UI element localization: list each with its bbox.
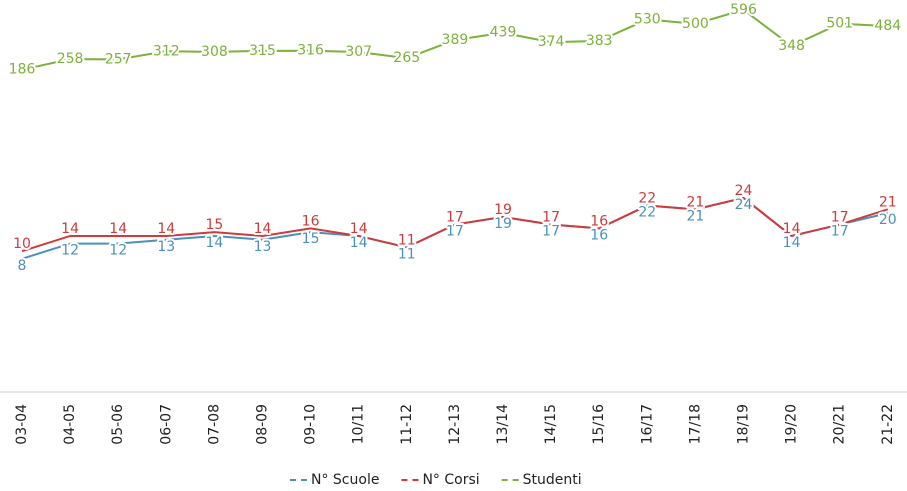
x-tick-label: 09-10 — [303, 404, 319, 445]
data-label: 11 — [398, 232, 416, 248]
data-label: 13 — [254, 239, 272, 255]
legend-label: N° Scuole — [311, 472, 379, 488]
data-label: 14 — [205, 235, 223, 251]
data-label: 14 — [109, 221, 127, 237]
x-tick-label: 17/18 — [687, 404, 703, 444]
x-tick-label: 05-06 — [110, 404, 126, 445]
data-label: 21 — [686, 208, 704, 224]
data-label: 14 — [254, 221, 272, 237]
data-label: 17 — [831, 210, 849, 226]
data-label: 315 — [249, 43, 276, 59]
x-tick-label: 16/17 — [639, 404, 655, 444]
data-label: 316 — [297, 43, 324, 59]
data-label: 374 — [538, 34, 565, 50]
data-label: 13 — [157, 239, 175, 255]
data-label: 312 — [153, 43, 180, 59]
x-tick-label: 14/15 — [543, 404, 559, 444]
x-tick-label: 13/14 — [495, 404, 511, 444]
data-label: 383 — [586, 33, 613, 49]
data-label: 596 — [730, 2, 757, 18]
data-label: 14 — [350, 235, 368, 251]
data-label: 24 — [735, 183, 753, 199]
data-label: 17 — [446, 210, 464, 226]
legend-label: Studenti — [523, 472, 582, 488]
data-label: 21 — [879, 194, 897, 210]
data-label: 307 — [345, 44, 372, 60]
data-label: 500 — [682, 16, 709, 32]
data-label: 20 — [879, 212, 897, 228]
data-label: 17 — [446, 224, 464, 240]
x-tick-label: 08-09 — [255, 404, 271, 445]
data-label: 16 — [590, 213, 608, 229]
data-label: 17 — [542, 224, 560, 240]
data-label: 14 — [350, 221, 368, 237]
x-tick-label: 20/21 — [832, 404, 848, 444]
data-label: 257 — [105, 51, 132, 67]
x-tick-label: 19/20 — [784, 404, 800, 444]
data-label: 17 — [542, 210, 560, 226]
data-label: 21 — [686, 194, 704, 210]
data-label: 439 — [490, 25, 517, 41]
data-label: 15 — [302, 231, 320, 247]
data-label: 17 — [831, 224, 849, 240]
data-label: 12 — [109, 243, 127, 259]
series-line — [21, 8, 888, 71]
data-label: 12 — [61, 243, 79, 259]
data-label: 16 — [302, 213, 320, 229]
data-label: 8 — [18, 258, 27, 274]
data-label: 14 — [783, 221, 801, 237]
data-label: 14 — [157, 221, 175, 237]
data-label: 19 — [494, 202, 512, 218]
data-label: 186 — [9, 62, 36, 78]
data-label: 348 — [778, 38, 805, 54]
data-label: 24 — [735, 197, 753, 213]
data-label: 11 — [398, 246, 416, 262]
data-label: 265 — [393, 50, 420, 66]
data-label: 15 — [205, 217, 223, 233]
data-label: 22 — [638, 205, 656, 221]
data-label: 10 — [13, 236, 31, 252]
x-tick-label: 07-08 — [206, 404, 222, 445]
x-tick-label: 03-04 — [14, 404, 30, 445]
data-label: 14 — [61, 221, 79, 237]
x-tick-label: 10/11 — [351, 404, 367, 444]
x-tick-label: 18/19 — [736, 404, 752, 444]
data-label: 258 — [57, 51, 84, 67]
data-label: 530 — [634, 11, 661, 27]
data-label: 16 — [590, 227, 608, 243]
legend-label: N° Corsi — [422, 472, 479, 488]
data-label: 22 — [638, 191, 656, 207]
x-tick-label: 04-05 — [62, 404, 78, 445]
x-tick-label: 11-12 — [399, 404, 415, 445]
data-label: 389 — [442, 32, 469, 48]
x-tick-label: 12-13 — [447, 404, 463, 445]
data-label: 19 — [494, 216, 512, 232]
data-label: 501 — [826, 16, 853, 32]
data-label: 308 — [201, 44, 228, 60]
x-tick-label: 15/16 — [591, 404, 607, 444]
data-label: 14 — [783, 235, 801, 251]
x-tick-label: 06-07 — [158, 404, 174, 445]
x-tick-label: 21-22 — [880, 404, 896, 445]
series-line — [21, 196, 889, 253]
data-label: 484 — [874, 18, 901, 34]
